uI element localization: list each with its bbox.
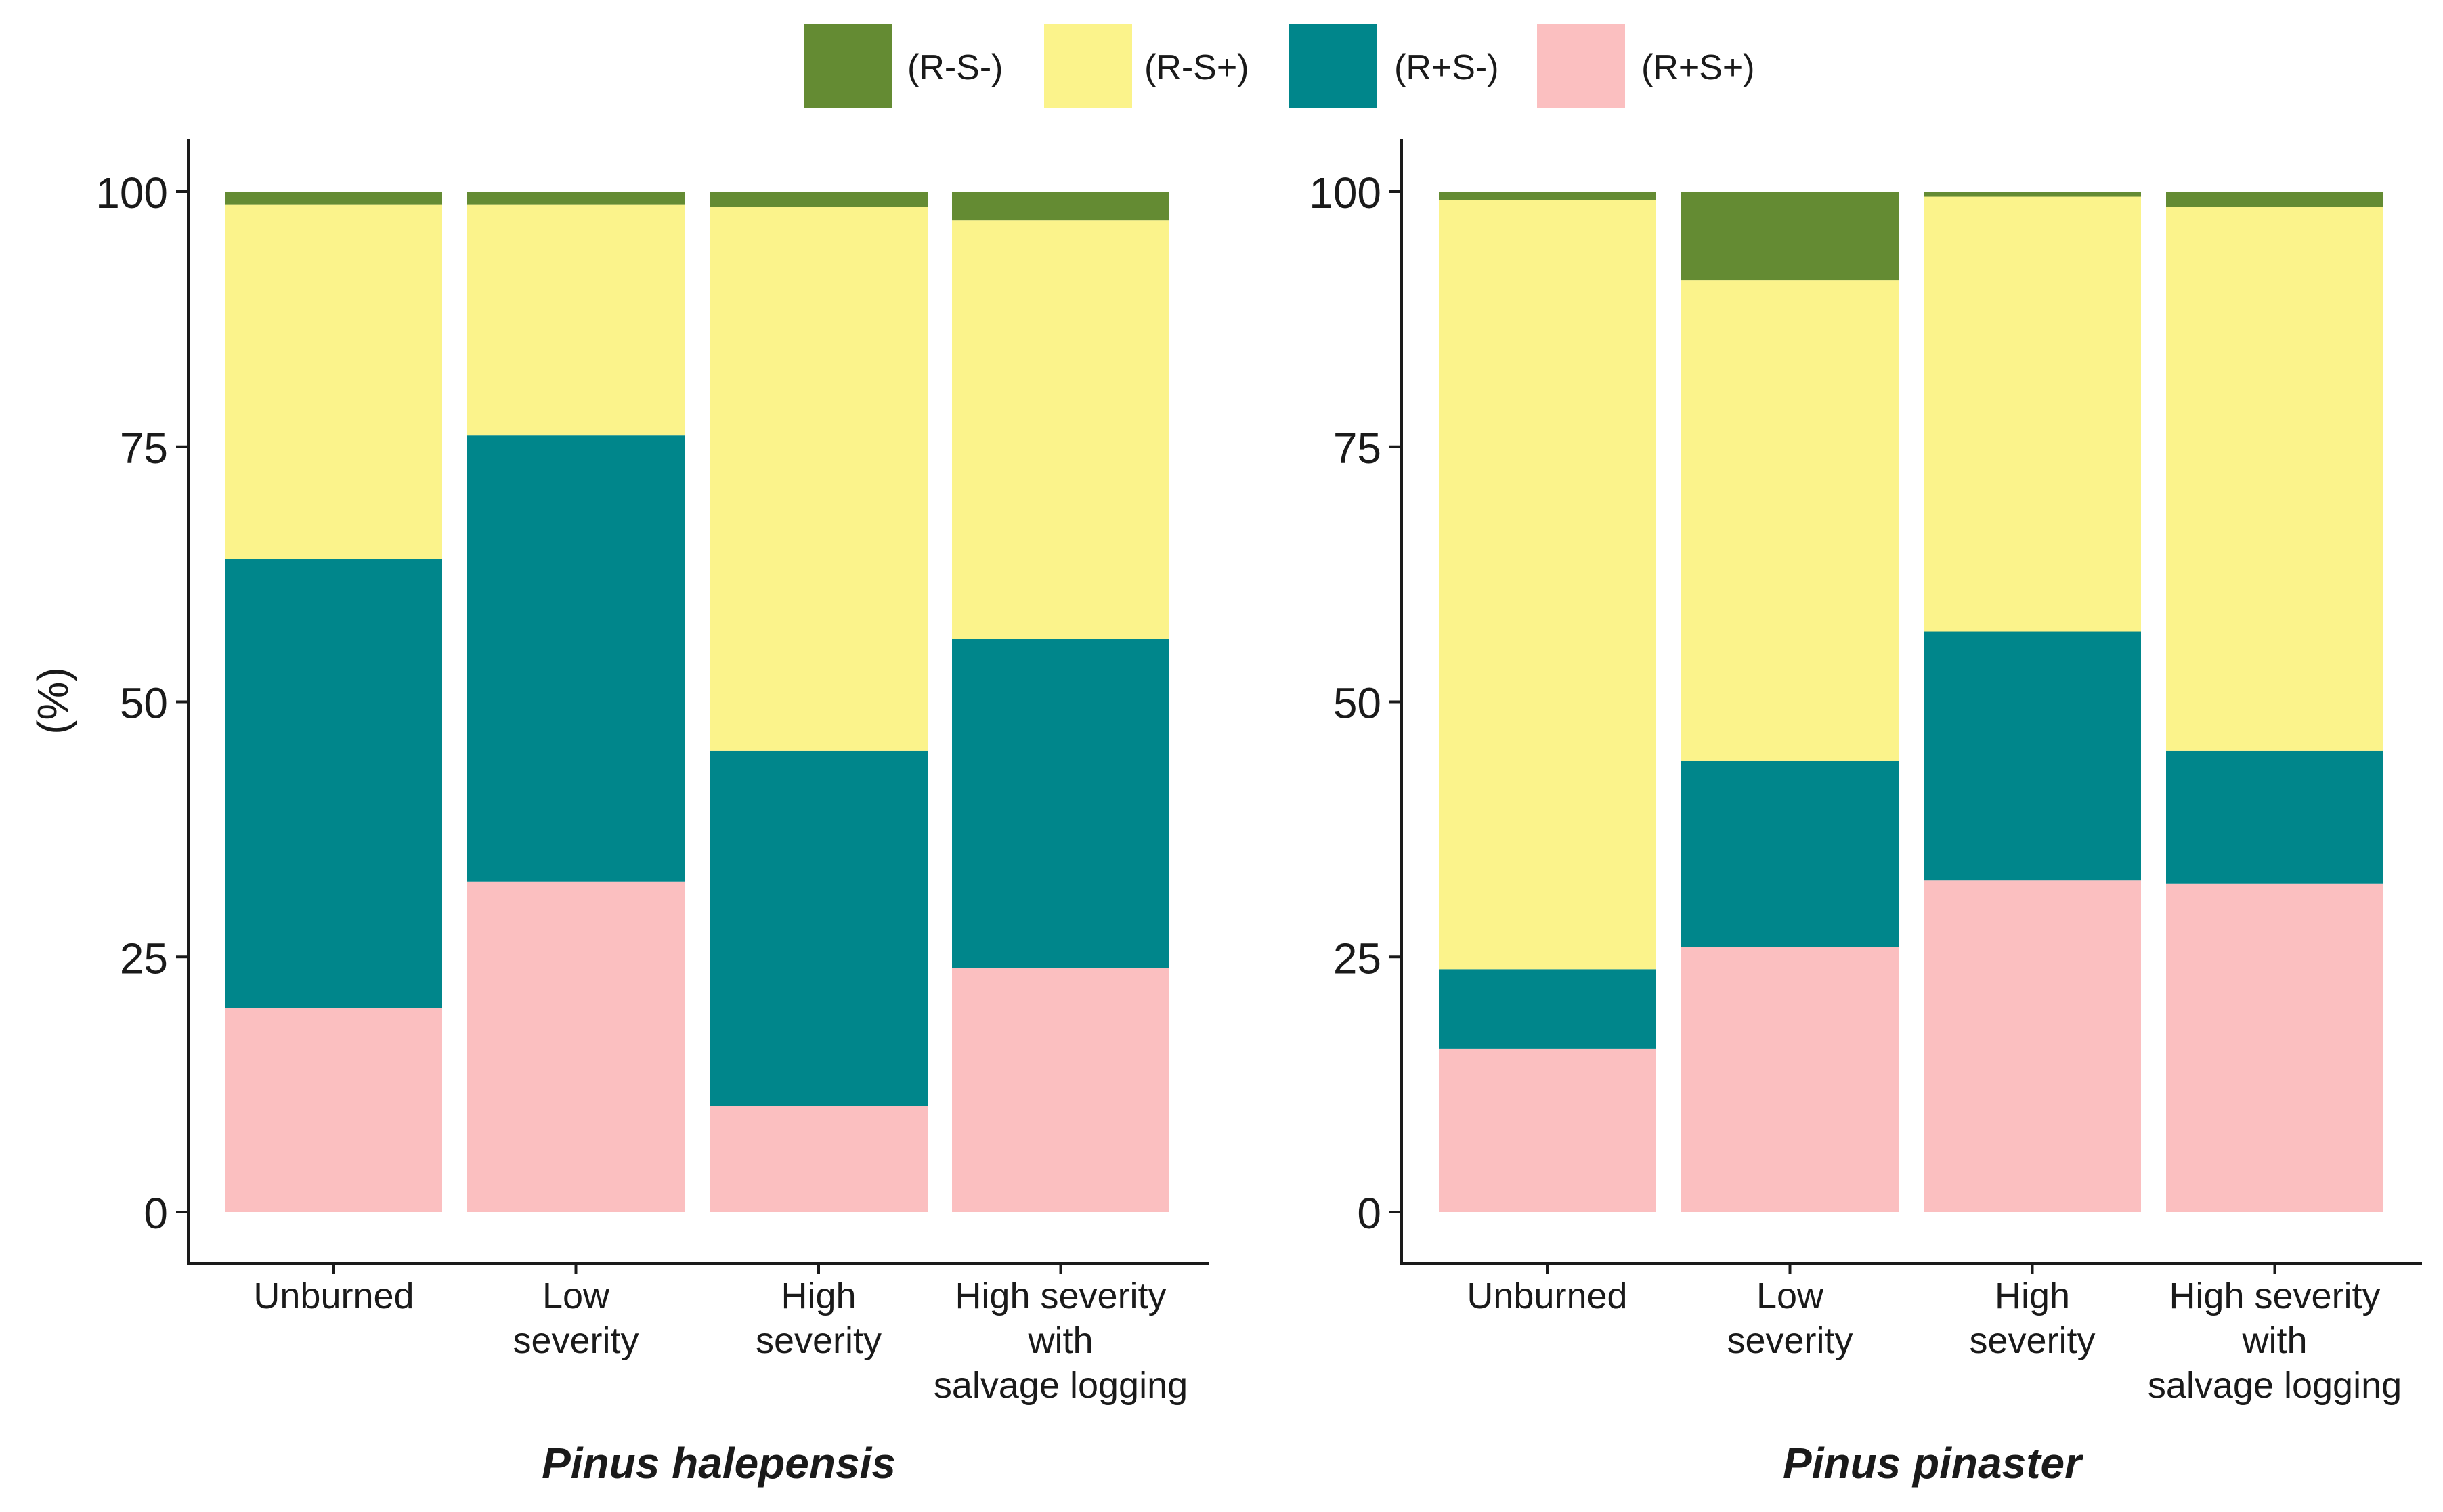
bar-segment [2166,207,2383,751]
bar-segment [952,220,1169,639]
bar-segment [710,207,928,751]
y-tick-label: 100 [95,169,168,217]
y-tick-label: 0 [1357,1189,1381,1238]
legend: (R-S-) (R-S+) (R+S-) (R+S+) [804,24,1755,108]
bar-segment [1924,880,2141,1212]
bar-segment [1439,1048,1656,1212]
bar-segment [225,204,442,559]
x-tick-label: Unburned [253,1276,414,1316]
legend-label: (R-S+) [1144,48,1249,87]
legend-label: (R-S-) [907,48,1003,87]
legend-label: (R+S+) [1641,48,1755,87]
legend-label: (R+S-) [1394,48,1499,87]
bar-segment [1681,280,1899,761]
bar-segment [710,750,928,1106]
bar-segment [1439,192,1656,200]
bar-segment [1439,969,1656,1049]
bar-segment [1681,192,1899,281]
bar-segment [467,881,685,1212]
bar-segment [1924,196,2141,632]
bar-segment [952,192,1169,221]
bar-segment [2166,192,2383,207]
bar-segment [952,968,1169,1212]
x-tick-label: Low severity [1727,1276,1853,1361]
legend-swatch [804,24,892,108]
bar-segment [1924,631,2141,881]
y-tick-label: 25 [120,934,168,982]
bar-segment [1439,200,1656,970]
bar-segment [1681,947,1899,1212]
chart-panel: 0 25 50 75 100 Unburned Low severity High severit… [95,139,1209,1488]
x-tick-label: Low severity [513,1276,639,1361]
bar-segment [467,204,685,436]
x-tick-label: High severity [756,1276,882,1361]
legend-swatch [1537,24,1625,108]
bar-segment [467,435,685,882]
bar-segment [952,639,1169,968]
bar-segment [225,192,442,205]
bar-segment [1924,192,2141,197]
y-tick-label: 75 [120,424,168,473]
chart-panel: 0 25 50 75 100 Unburned Low severity High severit… [1309,139,2422,1488]
bar-segment [2166,750,2383,884]
y-tick-label: 25 [1333,934,1381,982]
y-tick-label: 75 [1333,424,1381,473]
bar-segment [2166,883,2383,1212]
y-tick-label: 100 [1309,169,1381,217]
bar-segment [225,559,442,1008]
y-tick-label: 50 [1333,679,1381,728]
legend-swatch [1044,24,1132,108]
bar-segment [1681,760,1899,947]
y-tick-label: 50 [120,679,168,728]
x-tick-label: Unburned [1467,1276,1627,1316]
x-tick-label: High severity [1969,1276,2095,1361]
bar-segment [710,1106,928,1212]
bar-segment [225,1008,442,1212]
panel-title: Pinus pinaster [1783,1439,2083,1488]
legend-swatch [1289,24,1377,108]
chart-panels: 0 25 50 75 100 Unburned Low severity High severit… [28,139,2422,1488]
bar-segment [710,192,928,207]
bar-segment [467,192,685,205]
y-tick-label: 0 [144,1189,168,1238]
y-axis-label: (%) [28,667,77,735]
x-tick-label: High severity with salvage logging [2148,1276,2402,1406]
panel-title: Pinus halepensis [542,1439,896,1488]
x-tick-label: High severity with salvage logging [934,1276,1188,1406]
